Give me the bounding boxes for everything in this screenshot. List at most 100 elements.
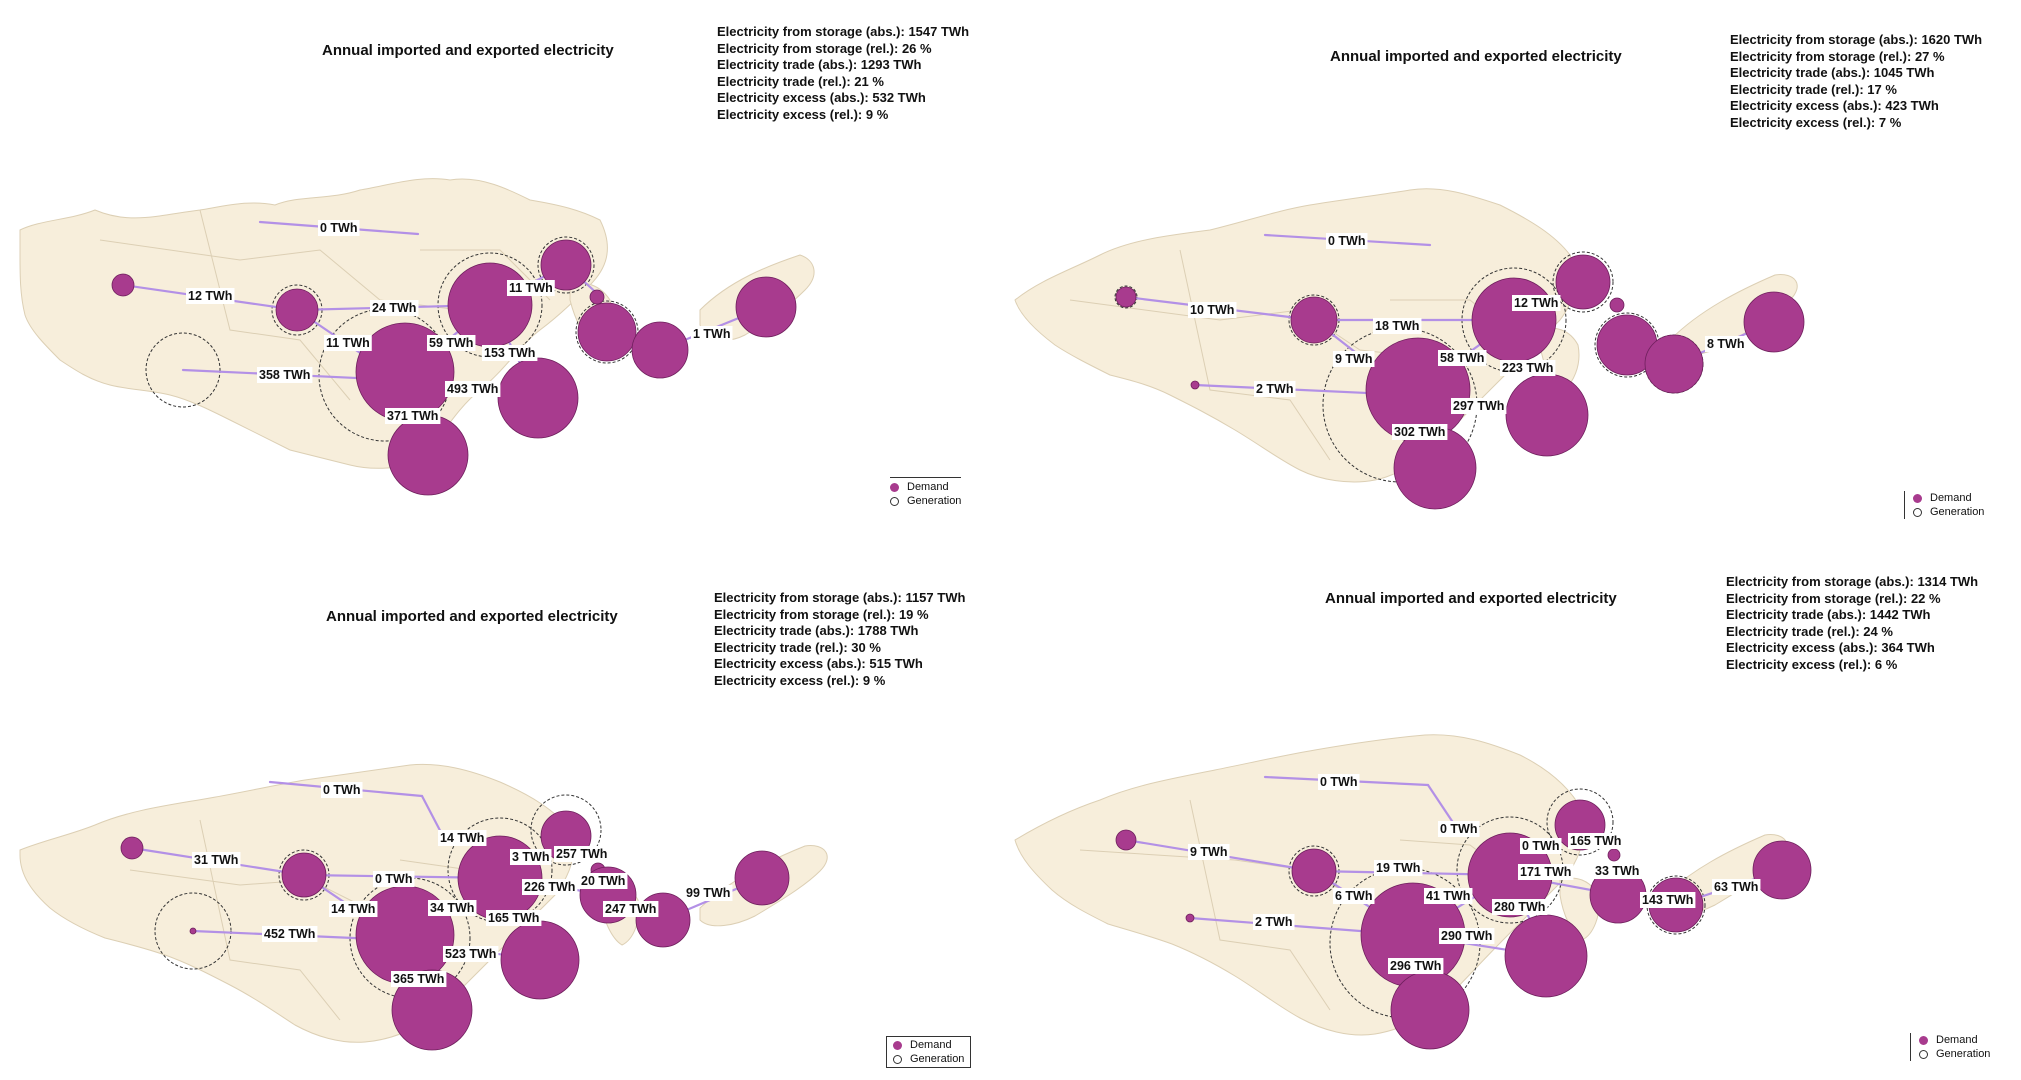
summary-stats: Electricity from storage (abs.): 1157 TW… [714, 590, 965, 690]
flow-label: 297 TWh [1453, 399, 1504, 413]
demand-bubble [111, 273, 135, 297]
generation-ring [1114, 285, 1138, 309]
flow-label-background [691, 326, 733, 342]
demand-bubbles [1115, 254, 1805, 510]
flow-label-background [324, 335, 372, 351]
generation-swatch [890, 496, 899, 506]
stat-trade-abs: Electricity trade (abs.): 1442 TWh [1726, 607, 1931, 623]
demand-swatch [890, 482, 899, 492]
demand-bubble [189, 927, 197, 935]
flow-label-background [1492, 899, 1548, 915]
stat-storage-rel: Electricity from storage (rel.): 22 % [1726, 590, 1941, 606]
flow-label: 0 TWh [375, 872, 413, 886]
flow-labels: 0 TWh 10 TWh 18 TWh 12 TWh 9 TWh 58 TWh … [1188, 233, 1747, 440]
flow-labels: 0 TWh 14 TWh 31 TWh 0 TWh 3 TWh 257 TWh … [192, 782, 733, 987]
flow-label-background [1451, 398, 1507, 414]
flow-label: 10 TWh [1190, 303, 1234, 317]
generation-swatch [1919, 1049, 1928, 1059]
flow-label: 18 TWh [1375, 319, 1419, 333]
stat-storage-abs: Electricity from storage (abs.): 1547 TW… [717, 24, 970, 39]
panel-scenario-2: 0 TWh 10 TWh 18 TWh 12 TWh 9 TWh 58 TWh … [1010, 0, 2010, 540]
demand-bubble [734, 850, 790, 906]
flow-label: 296 TWh [1390, 959, 1441, 973]
flow-label-background [1640, 892, 1696, 908]
stat-excess-abs: Electricity excess (abs.): 532 TWh [717, 90, 926, 106]
flow-label: 0 TWh [1328, 234, 1366, 248]
generation-ring [537, 236, 595, 294]
demand-bubble [1115, 829, 1137, 851]
flow-label-background [1373, 318, 1422, 334]
flow-label-background [1518, 864, 1574, 880]
flow-label: 63 TWh [1714, 880, 1758, 894]
flow-label: 452 TWh [264, 927, 315, 941]
flow-label: 19 TWh [1376, 861, 1420, 875]
flow-label-background [262, 926, 318, 942]
summary-stats: Electricity from storage (abs.): 1620 TW… [1730, 32, 1982, 132]
legend-demand: Demand [1930, 492, 1972, 504]
flow-label-background [554, 846, 610, 862]
flow-label-background [1438, 350, 1487, 366]
stat-excess-abs: Electricity excess (abs.): 364 TWh [1726, 640, 1935, 656]
flow-label-background [579, 873, 628, 889]
flow-label-background [443, 946, 499, 962]
flow-label-background [1326, 233, 1368, 249]
flow-label-background [373, 871, 415, 887]
panel-title: Annual imported and exported electricity [326, 608, 618, 625]
flow-label: 14 TWh [331, 902, 375, 916]
demand-swatch [1913, 493, 1922, 503]
flow-label: 247 TWh [605, 902, 656, 916]
flow-label-background [1712, 879, 1761, 895]
flow-label-background [1333, 888, 1375, 904]
legend-demand: Demand [1936, 1034, 1978, 1046]
generation-ring [530, 794, 602, 866]
flow-label: 59 TWh [429, 336, 473, 350]
generation-ring [1546, 788, 1614, 856]
stat-excess-abs: Electricity excess (abs.): 423 TWh [1730, 98, 1939, 114]
flow-label-background [1705, 336, 1747, 352]
stat-trade-rel: Electricity trade (rel.): 17 % [1730, 81, 1897, 97]
stat-storage-rel: Electricity from storage (rel.): 26 % [717, 40, 932, 56]
stat-storage-rel: Electricity from storage (rel.): 19 % [714, 606, 929, 622]
stat-excess-rel: Electricity excess (rel.): 7 % [1730, 114, 1902, 130]
flow-labels: 0 TWh 0 TWh 0 TWh 165 TWh 9 TWh 19 TWh 1… [1188, 774, 1761, 974]
flow-label-background [486, 910, 542, 926]
flow-label: 41 TWh [1426, 889, 1470, 903]
generation-ring [575, 300, 639, 364]
flow-labels: 0 TWh 12 TWh 24 TWh 11 TWh 11 TWh 59 TWh… [186, 220, 733, 424]
flow-label: 302 TWh [1394, 425, 1445, 439]
flow-label: 257 TWh [556, 847, 607, 861]
stat-excess-abs: Electricity excess (abs.): 515 TWh [714, 656, 923, 672]
flow-label-background [482, 345, 538, 361]
flow-label: 9 TWh [1335, 352, 1373, 366]
demand-bubble [735, 276, 797, 338]
demand-bubble [577, 302, 637, 362]
flow-label-background [684, 885, 733, 901]
flow-label-background [1439, 928, 1495, 944]
flow-label-background [1512, 295, 1561, 311]
flow-label: 171 TWh [1520, 865, 1571, 879]
flow-label: 11 TWh [326, 336, 370, 350]
flow-label-background [321, 782, 363, 798]
stat-excess-rel: Electricity excess (rel.): 9 % [717, 106, 889, 122]
demand-bubble [1185, 913, 1195, 923]
flow-label: 223 TWh [1502, 361, 1553, 375]
panel-scenario-1: 0 TWh 12 TWh 24 TWh 11 TWh 11 TWh 59 TWh… [0, 0, 1000, 540]
flow-map-2: 0 TWh 10 TWh 18 TWh 12 TWh 9 TWh 58 TWh … [1014, 188, 1805, 510]
demand-swatch [893, 1040, 902, 1050]
demand-bubble [1609, 297, 1625, 313]
flow-label-background [1318, 774, 1360, 790]
flow-label: 14 TWh [440, 831, 484, 845]
flow-label-background [186, 288, 235, 304]
flow-label: 8 TWh [1707, 337, 1745, 351]
demand-bubble [281, 852, 327, 898]
flow-label-background [438, 830, 487, 846]
flow-label: 0 TWh [323, 783, 361, 797]
flow-label-background [510, 849, 552, 865]
generation-ring [1552, 251, 1614, 313]
flow-label-background [329, 901, 378, 917]
panel-title: Annual imported and exported electricity [1330, 48, 1622, 65]
flow-label-background [1188, 844, 1230, 860]
demand-bubble [589, 289, 605, 305]
flow-label-background [445, 381, 501, 397]
flow-label-background [1593, 863, 1642, 879]
